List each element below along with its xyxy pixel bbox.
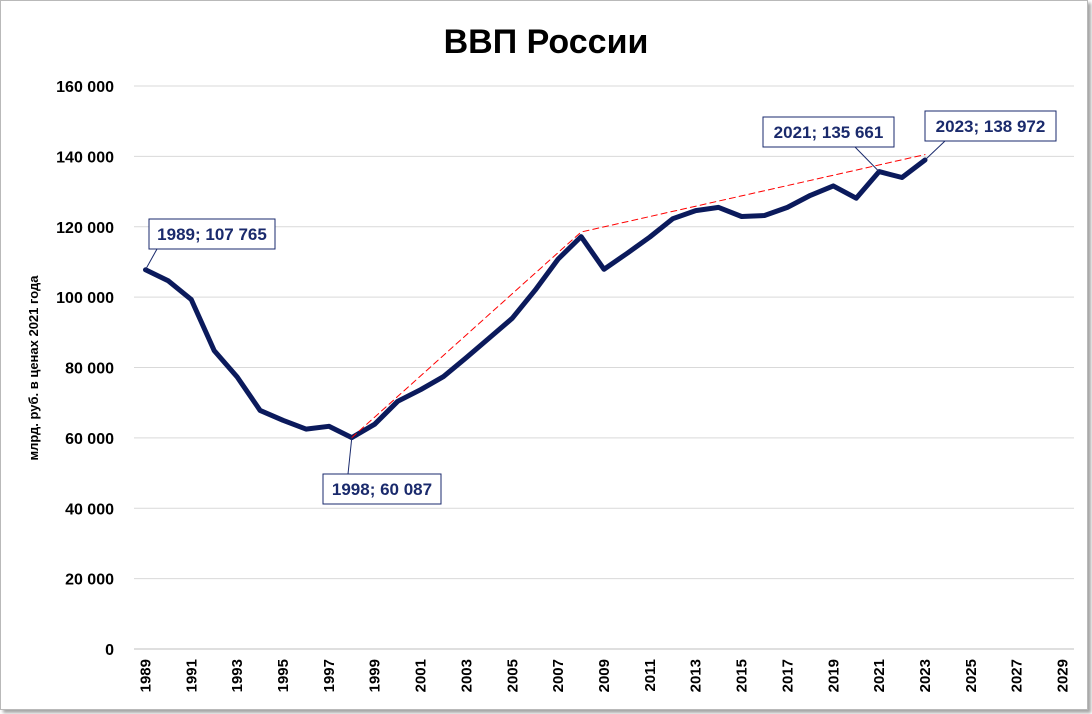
annotations-layer: 1989; 107 765 1998; 60 087 2021; 135 661 20…: [145, 110, 1057, 505]
gdp-line: [143, 157, 928, 441]
x-tick-label: 2015: [734, 659, 751, 692]
x-tick-label: 2025: [963, 659, 980, 692]
callout-label: 2023; 138 972: [936, 117, 1046, 136]
callout-leader: [145, 248, 158, 271]
x-tick-label: 1995: [275, 659, 292, 692]
x-tick-label: 2027: [1009, 659, 1026, 692]
gridlines: [134, 85, 1074, 650]
trend-line-dashed: [351, 154, 926, 439]
callout-leader: [924, 140, 946, 161]
y-tick-label: 160 000: [56, 79, 114, 96]
callout-leader: [347, 437, 353, 475]
x-tick-label: 1999: [367, 659, 384, 692]
y-tick-labels: 0 20 000 40 000 60 000 80 000 100 000 120 000 1…: [56, 79, 114, 659]
x-tick-label: 2007: [550, 659, 567, 692]
chart-title: ВВП России: [444, 23, 649, 61]
y-tick-label: 80 000: [65, 361, 114, 378]
y-tick-label: 140 000: [56, 149, 114, 166]
y-tick-label: 0: [105, 642, 114, 659]
x-tick-label: 2005: [504, 659, 521, 692]
x-tick-label: 1993: [229, 659, 246, 692]
callout-leader: [854, 146, 880, 172]
x-tick-label: 2011: [642, 659, 659, 692]
callout-label: 1998; 60 087: [332, 480, 432, 499]
x-tick-label: 2003: [458, 659, 475, 692]
callout-box: [322, 473, 442, 505]
y-tick-label: 40 000: [65, 501, 114, 518]
x-tick-labels: 1989 1991 1993 1995 1997 1999 2001 2003 2005 2007…: [137, 659, 1071, 692]
y-axis-label: млрд. руб. в ценах 2021 года: [26, 275, 41, 461]
callout-label: 1989; 107 765: [157, 225, 267, 244]
x-tick-label: 2023: [917, 659, 934, 692]
x-tick-label: 2019: [825, 659, 842, 692]
x-tick-label: 1989: [137, 659, 154, 692]
data-callout: 1989; 107 765: [145, 218, 276, 271]
data-callout: 1998; 60 087: [322, 437, 442, 505]
x-tick-label: 2001: [413, 659, 430, 692]
series-layer: [143, 154, 928, 441]
callout-box: [924, 110, 1057, 142]
y-tick-label: 20 000: [65, 572, 114, 589]
y-tick-label: 120 000: [56, 220, 114, 237]
data-callout: 2021; 135 661: [762, 116, 895, 172]
x-tick-label: 2029: [1055, 659, 1072, 692]
callout-box: [762, 116, 895, 148]
x-tick-label: 2013: [688, 659, 705, 692]
x-tick-label: 2009: [596, 659, 613, 692]
x-tick-label: 1991: [183, 659, 200, 692]
data-callout: 2023; 138 972: [924, 110, 1057, 161]
x-tick-label: 2021: [871, 659, 888, 692]
x-tick-label: 1997: [321, 659, 338, 692]
x-tick-label: 2017: [779, 659, 796, 692]
callout-label: 2021; 135 661: [774, 123, 884, 142]
callout-box: [148, 218, 276, 250]
y-tick-label: 60 000: [65, 431, 114, 448]
y-tick-label: 100 000: [56, 290, 114, 307]
